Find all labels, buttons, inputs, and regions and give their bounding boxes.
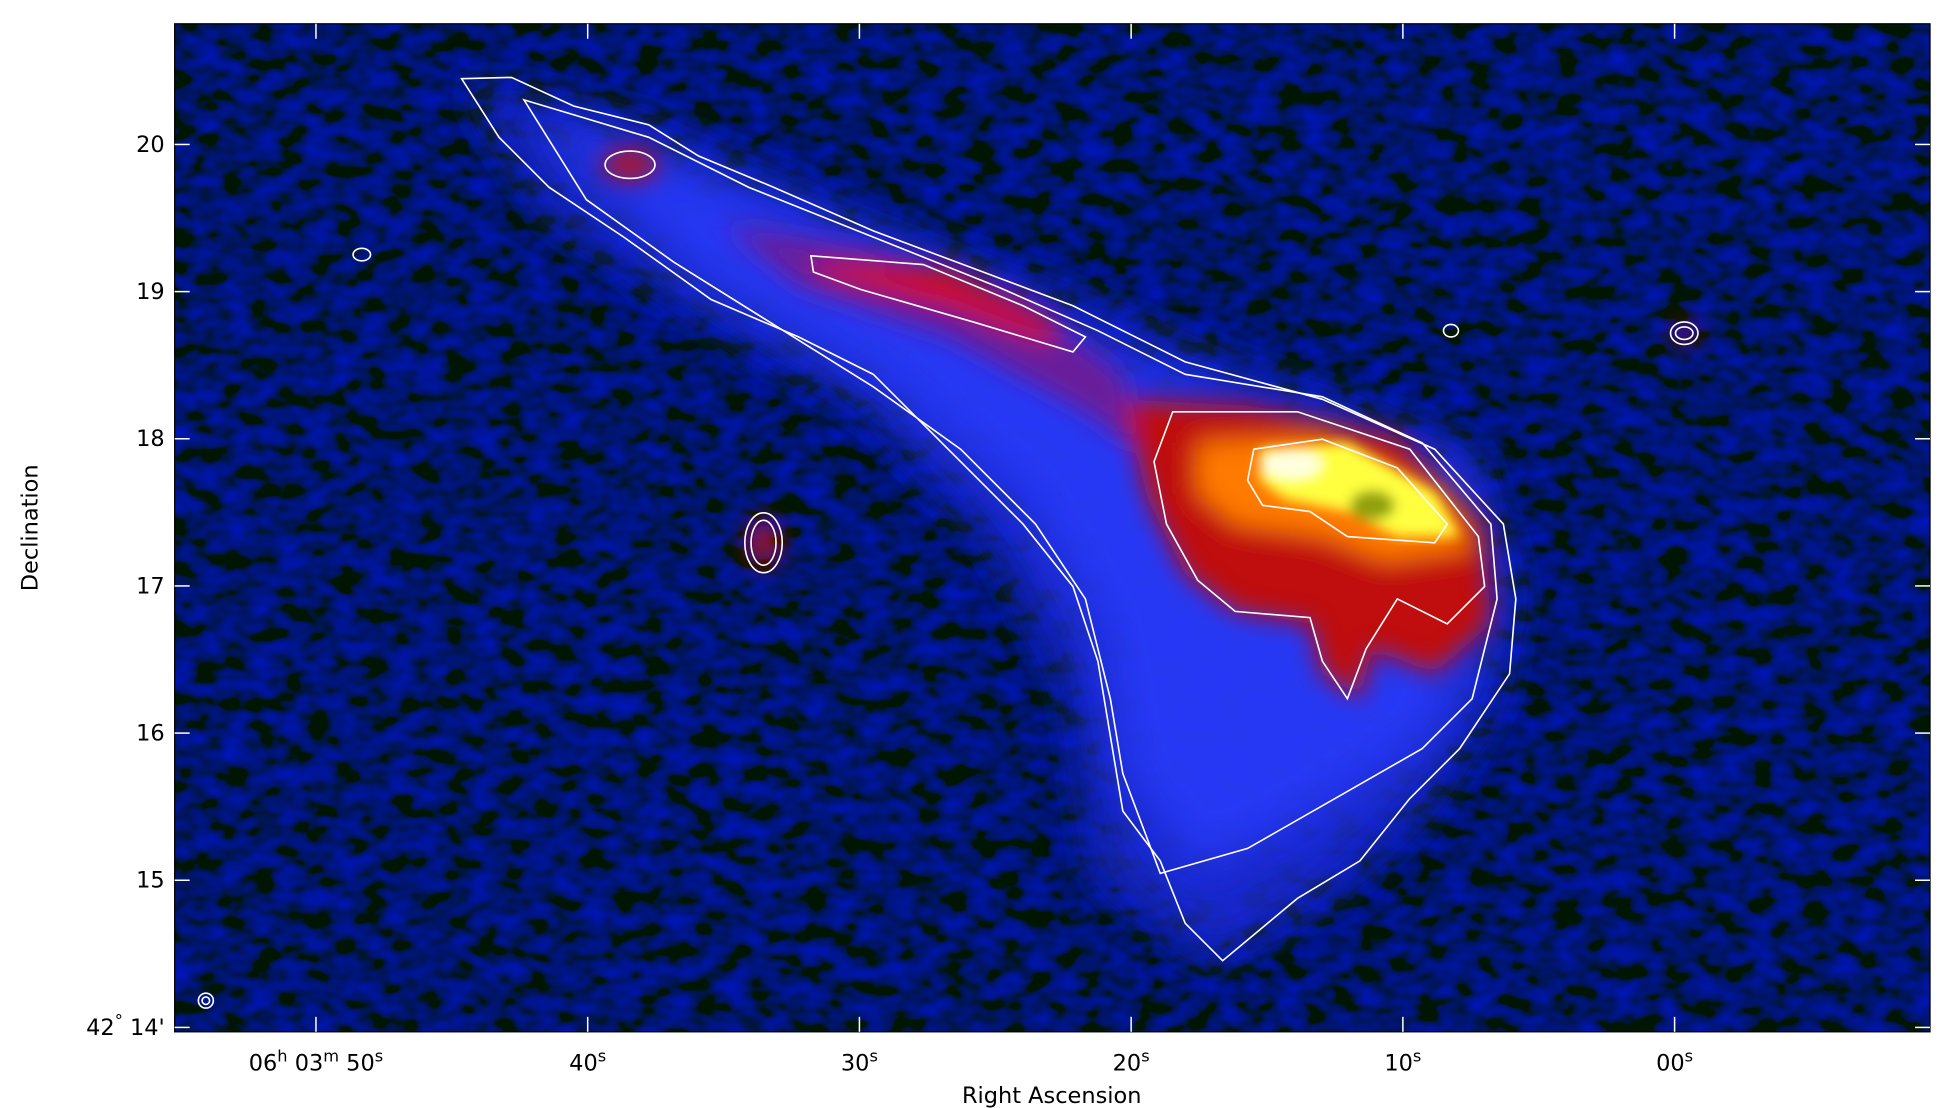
y-axis-label: Declination <box>17 464 43 591</box>
plot-frame <box>174 23 1931 1033</box>
y-tick-label: 20 <box>136 132 165 158</box>
x-tick-label: 30s <box>841 1046 878 1076</box>
x-tick-label: 10s <box>1384 1046 1421 1076</box>
y-tick-label: 17 <box>136 573 165 599</box>
x-tick-label: 40s <box>569 1046 606 1076</box>
y-tick-label: 16 <box>136 721 165 747</box>
y-tick-label: 42° 14' <box>86 1010 165 1041</box>
x-tick-label: 00s <box>1656 1046 1693 1076</box>
x-tick-label: 20s <box>1113 1046 1150 1076</box>
x-tick-label: 06h 03m 50s <box>249 1046 383 1076</box>
y-tick-label: 15 <box>136 868 165 894</box>
x-axis-label: Right Ascension <box>962 1083 1142 1108</box>
y-tick-label: 18 <box>136 426 165 452</box>
y-tick-label: 19 <box>136 279 165 305</box>
radio-image <box>174 23 1931 1032</box>
